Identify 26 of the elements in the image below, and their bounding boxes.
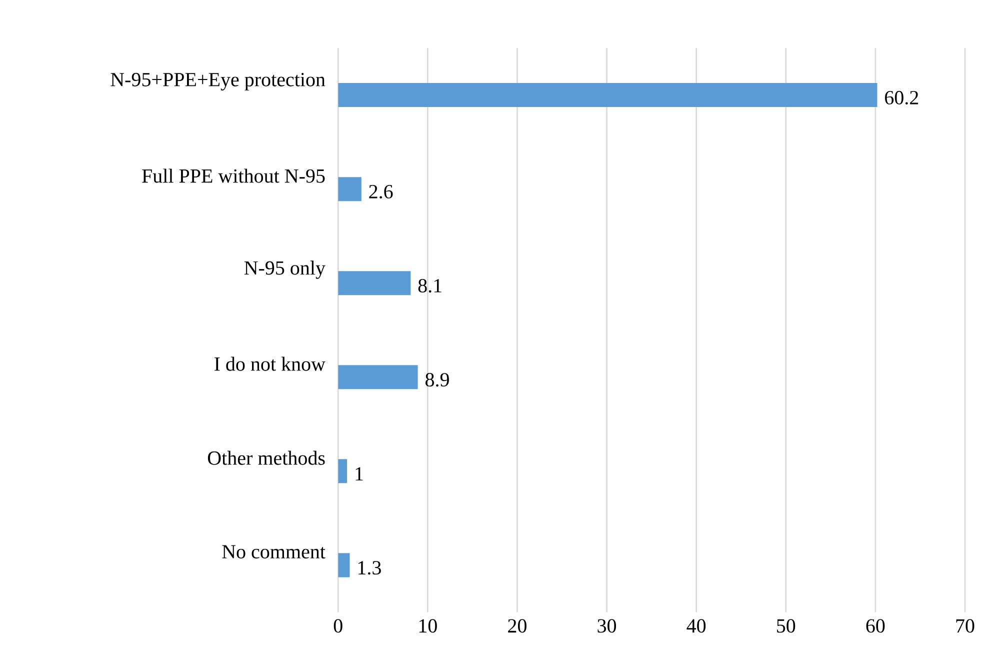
data-label: 8.1 bbox=[418, 279, 442, 293]
x-tick-label: 0 bbox=[334, 619, 342, 633]
bar bbox=[338, 459, 348, 484]
x-tick-label: 50 bbox=[777, 619, 796, 633]
bar bbox=[338, 553, 350, 578]
y-tick-label: N-95+PPE+Eye protection bbox=[110, 72, 326, 91]
x-tick-label: 10 bbox=[419, 619, 437, 633]
data-label: 60.2 bbox=[885, 90, 918, 105]
bar bbox=[338, 271, 411, 296]
bar bbox=[338, 365, 418, 390]
x-tick-label: 40 bbox=[686, 619, 706, 633]
data-label: 1 bbox=[356, 467, 363, 480]
bar bbox=[338, 177, 362, 202]
bar bbox=[338, 83, 878, 108]
y-tick-label: N-95 only bbox=[244, 260, 326, 279]
x-tick-label: 20 bbox=[508, 619, 526, 633]
x-tick-label: 30 bbox=[598, 619, 616, 633]
y-tick-label: Full PPE without N-95 bbox=[142, 168, 325, 183]
data-label: 8.9 bbox=[426, 373, 449, 387]
data-label: 2.6 bbox=[369, 185, 393, 199]
x-tick-label: 70 bbox=[956, 619, 974, 633]
y-tick-label: Other methods bbox=[208, 450, 325, 465]
x-tick-label: 60 bbox=[866, 619, 885, 633]
y-tick-label: No comment bbox=[222, 545, 326, 559]
data-label: 1.3 bbox=[358, 561, 381, 575]
y-tick-label: I do not know bbox=[214, 356, 326, 371]
